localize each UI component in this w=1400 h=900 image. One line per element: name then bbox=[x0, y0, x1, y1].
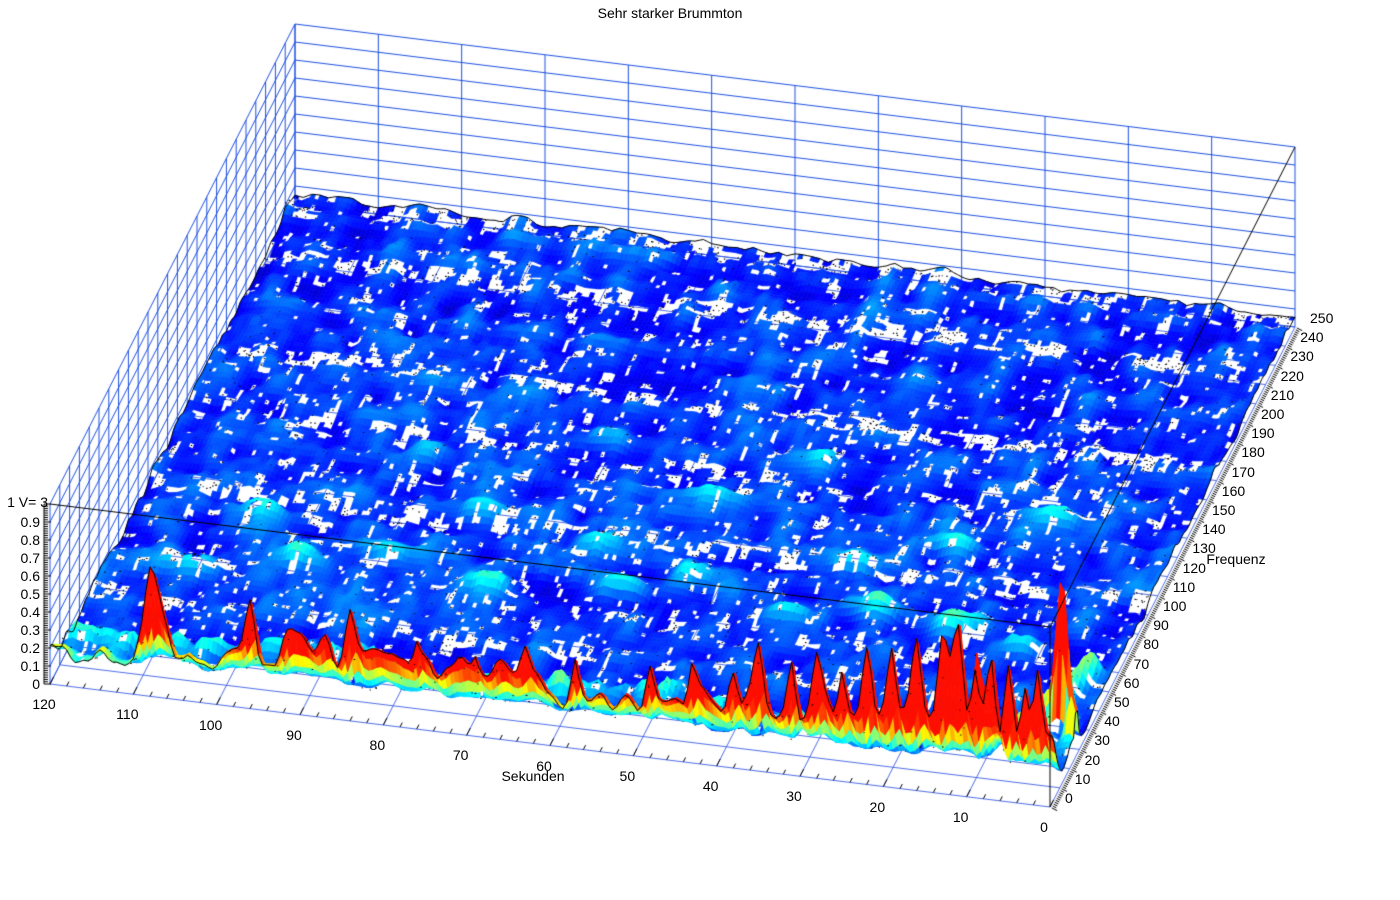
x-tick-label: 70 bbox=[452, 747, 469, 764]
x-tick-label: 60 bbox=[536, 757, 552, 774]
x-tick-label: 120 bbox=[32, 696, 56, 712]
y-axis-title: Frequenz bbox=[1206, 551, 1266, 567]
y-tick-label: 90 bbox=[1153, 617, 1169, 634]
y-tick-label: 110 bbox=[1172, 578, 1196, 595]
y-tick-label: 160 bbox=[1221, 482, 1246, 499]
y-tick-label: 30 bbox=[1094, 732, 1110, 749]
y-tick-label: 240 bbox=[1300, 329, 1324, 346]
y-tick-label: 210 bbox=[1270, 386, 1295, 403]
z-tick-label: 0.9 bbox=[20, 514, 40, 530]
y-tick-label: 190 bbox=[1251, 425, 1275, 442]
y-tick-label: 180 bbox=[1241, 444, 1265, 461]
y-tick-label: 200 bbox=[1261, 406, 1285, 422]
y-tick-label: 140 bbox=[1202, 521, 1226, 538]
z-tick-label: 0.1 bbox=[20, 658, 40, 674]
x-tick-label: 100 bbox=[198, 716, 223, 733]
x-axis-title: Sekunden bbox=[501, 768, 565, 784]
z-tick-label: 0.5 bbox=[20, 586, 40, 602]
y-tick-label: 100 bbox=[1163, 598, 1187, 614]
y-tick-label: 0 bbox=[1065, 790, 1073, 806]
y-tick-label: 130 bbox=[1192, 540, 1216, 557]
y-tick-label: 230 bbox=[1290, 348, 1314, 365]
x-tick-label: 30 bbox=[786, 788, 802, 805]
y-tick-label: 120 bbox=[1182, 559, 1206, 576]
y-tick-label: 250 bbox=[1310, 310, 1334, 326]
x-tick-label: 110 bbox=[116, 706, 139, 723]
y-tick-label: 170 bbox=[1231, 463, 1255, 480]
z-tick-label: 0.8 bbox=[20, 532, 40, 548]
y-tick-label: 40 bbox=[1104, 713, 1120, 730]
z-axis-max-label: 1 V= 3 bbox=[7, 494, 48, 510]
x-tick-label: 90 bbox=[286, 726, 302, 743]
z-tick-label: 0.6 bbox=[20, 568, 40, 584]
x-tick-label: 40 bbox=[702, 778, 719, 794]
z-tick-label: 0.3 bbox=[20, 622, 40, 638]
x-tick-label: 10 bbox=[952, 808, 969, 825]
x-tick-label: 20 bbox=[869, 798, 886, 815]
z-tick-label: 0.7 bbox=[20, 550, 40, 566]
x-tick-label: 80 bbox=[369, 737, 386, 753]
z-tick-label: 0 bbox=[32, 676, 40, 692]
z-tick-label: 0.2 bbox=[20, 640, 40, 656]
y-tick-label: 60 bbox=[1123, 674, 1140, 691]
y-tick-label: 80 bbox=[1143, 636, 1159, 653]
x-tick-label: 0 bbox=[1040, 819, 1048, 835]
x-tick-label: 50 bbox=[619, 767, 636, 784]
y-tick-label: 50 bbox=[1114, 694, 1130, 710]
y-tick-label: 150 bbox=[1212, 502, 1236, 518]
chart-title: Sehr starker Brummton bbox=[597, 5, 743, 21]
y-tick-label: 10 bbox=[1074, 770, 1091, 787]
y-tick-label: 20 bbox=[1084, 751, 1101, 768]
z-tick-label: 0.4 bbox=[20, 604, 40, 620]
y-tick-label: 70 bbox=[1133, 655, 1150, 672]
y-tick-label: 220 bbox=[1280, 367, 1304, 384]
